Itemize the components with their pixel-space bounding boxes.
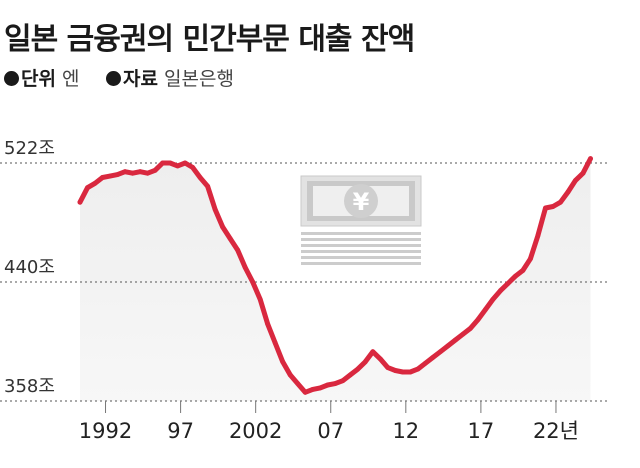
data-point — [528, 256, 533, 262]
data-point — [302, 389, 308, 395]
data-point — [498, 288, 503, 294]
x-tick-label: 22년 — [533, 419, 579, 443]
data-point — [340, 378, 346, 384]
data-point — [460, 331, 466, 337]
data-point — [250, 279, 256, 285]
data-point — [347, 372, 353, 378]
data-point — [490, 297, 496, 302]
data-point — [422, 360, 428, 366]
data-point — [220, 224, 226, 230]
data-point — [355, 366, 361, 372]
data-point — [445, 343, 451, 349]
data-point — [415, 366, 421, 372]
x-tick-label: 17 — [468, 419, 495, 443]
x-tick-label: 12 — [392, 419, 419, 443]
data-point — [137, 169, 143, 175]
data-point — [392, 368, 398, 373]
data-point — [295, 381, 301, 386]
y-tick-label: 440조 — [4, 257, 55, 278]
chart-title: 일본 금융권의 민간부문 대출 잔액 — [4, 22, 415, 57]
data-point — [325, 382, 331, 388]
data-point — [453, 337, 458, 343]
source-value: 일본은행 — [164, 68, 234, 90]
data-point — [430, 355, 436, 360]
data-point — [235, 247, 241, 253]
data-point — [175, 163, 181, 169]
data-point — [167, 160, 173, 166]
banknote-icon: ¥ — [300, 175, 422, 265]
data-point — [265, 321, 271, 327]
data-point — [377, 356, 383, 362]
data-point — [580, 170, 586, 176]
data-point — [100, 175, 105, 180]
data-point — [310, 387, 316, 392]
data-point — [115, 172, 120, 178]
unit-label: 단위 — [21, 68, 56, 90]
data-point — [122, 169, 128, 175]
data-point — [197, 175, 203, 180]
data-point — [145, 170, 151, 176]
data-point — [543, 205, 548, 211]
data-point — [362, 359, 368, 365]
data-point — [513, 273, 518, 279]
unit-note: 단위 엔 — [4, 64, 80, 91]
data-point — [535, 233, 541, 239]
data-point — [370, 349, 376, 355]
data-point — [107, 173, 113, 179]
series-line-layer — [77, 156, 593, 395]
data-point — [130, 170, 136, 176]
data-point — [505, 281, 511, 286]
y-axis: 522조 440조 358조 — [4, 138, 55, 397]
area-fill-layer — [80, 158, 591, 401]
data-point — [475, 317, 481, 323]
y-tick-label: 522조 — [4, 138, 55, 159]
data-point — [483, 307, 488, 312]
data-point — [160, 160, 166, 166]
data-point — [212, 207, 218, 212]
data-point — [468, 326, 473, 331]
data-point — [332, 381, 338, 386]
data-point — [550, 204, 556, 209]
data-point — [152, 167, 158, 173]
x-tick-label: 07 — [317, 419, 344, 443]
x-axis: 1992 97 2002 07 12 17 22년 — [79, 401, 579, 443]
data-point — [280, 359, 286, 365]
data-point — [242, 265, 248, 270]
data-point — [92, 180, 98, 186]
x-tick-label: 97 — [167, 419, 194, 443]
data-point — [573, 178, 578, 183]
unit-value: 엔 — [62, 68, 80, 90]
data-point — [77, 199, 83, 205]
bullet-icon — [106, 71, 121, 86]
svg-text:¥: ¥ — [353, 188, 370, 216]
x-tick-label: 2002 — [229, 419, 282, 443]
data-point — [205, 183, 211, 189]
data-point — [407, 369, 413, 375]
data-point — [520, 268, 526, 273]
data-point — [257, 297, 263, 302]
area-fill — [80, 158, 591, 401]
data-point — [227, 236, 233, 241]
data-point — [558, 199, 563, 205]
data-point — [190, 165, 196, 170]
data-point — [182, 160, 188, 166]
source-label: 자료 — [123, 68, 158, 90]
data-point — [317, 385, 323, 391]
data-point — [287, 372, 293, 378]
data-point — [385, 365, 391, 370]
y-tick-label: 358조 — [4, 376, 55, 397]
data-point — [272, 340, 278, 346]
bullet-icon — [4, 71, 19, 86]
data-point — [438, 349, 443, 355]
source-note: 자료 일본은행 — [106, 64, 234, 91]
data-point — [588, 156, 593, 162]
data-point — [85, 185, 90, 191]
x-tick-label: 1992 — [79, 419, 132, 443]
data-point — [400, 369, 406, 375]
data-point — [565, 189, 571, 195]
